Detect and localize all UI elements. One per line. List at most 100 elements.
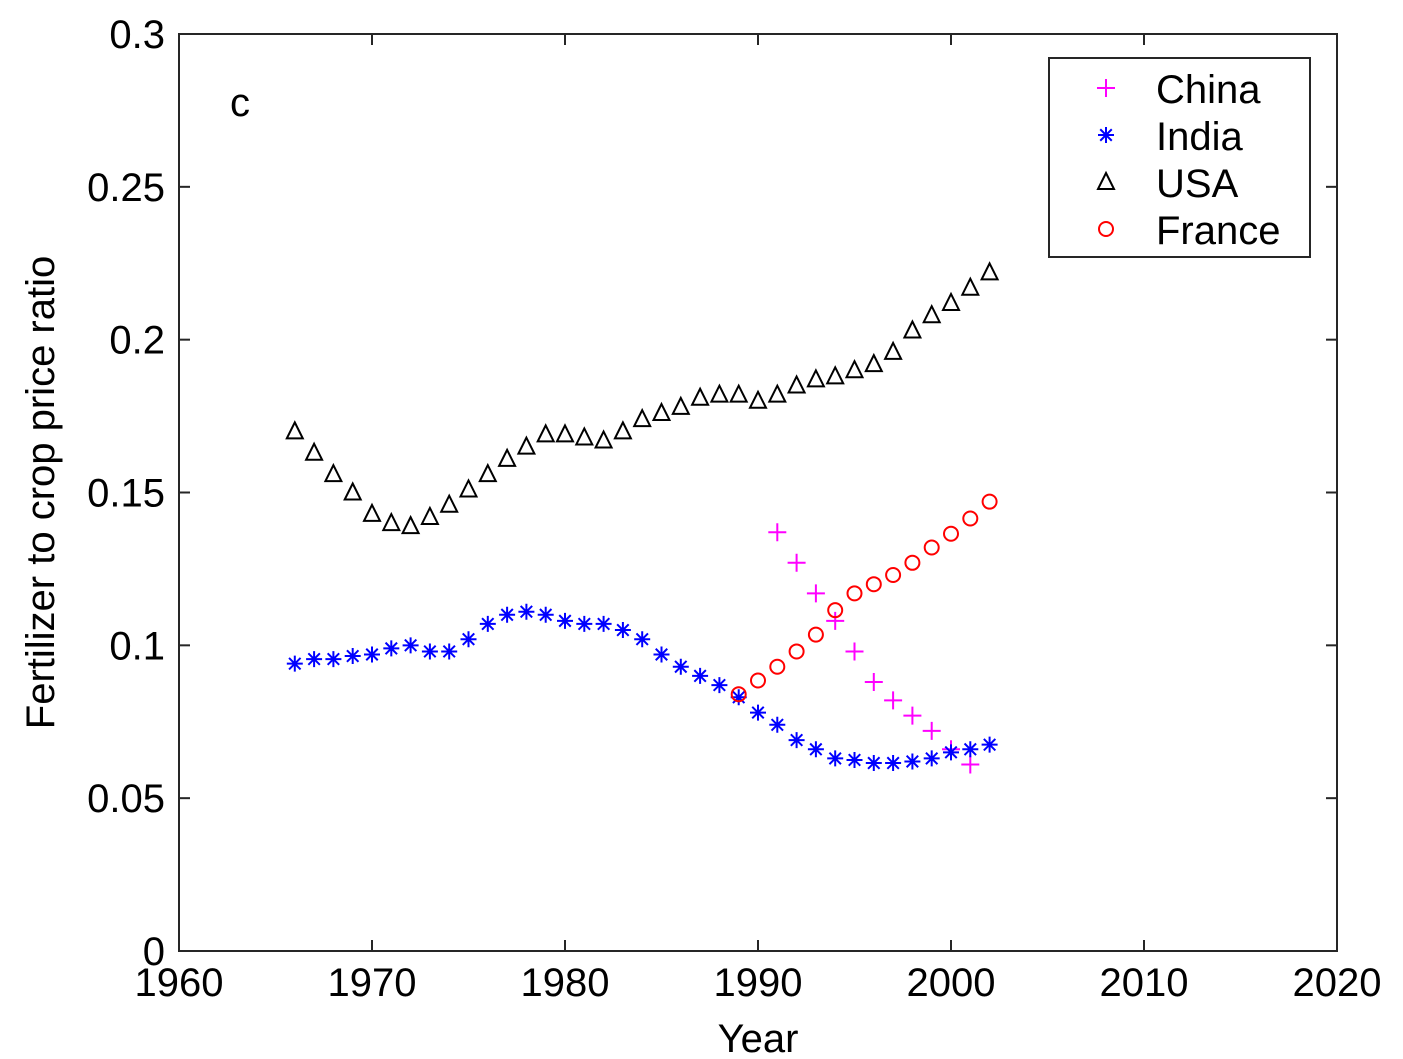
data-point-india [769,716,786,733]
x-tick-label: 1980 [521,961,610,1005]
data-point-china [806,584,825,603]
data-point-usa [478,462,498,483]
data-point-usa [864,352,884,373]
data-point-china [903,706,922,725]
x-tick-label: 1970 [328,961,417,1005]
data-point-france [962,510,979,527]
data-point-usa [709,383,730,403]
data-point-france [904,554,921,571]
legend-marker-india [1098,127,1114,143]
data-point-usa [960,276,980,296]
x-tick-label: 2020 [1293,961,1382,1005]
legend-label: USA [1156,162,1239,206]
y-tick-label: 0.2 [109,319,165,363]
x-tick-label: 1990 [714,961,803,1005]
data-point-usa [497,447,517,467]
data-point-usa [439,493,459,513]
data-point-usa [516,435,537,455]
data-point-india [981,736,998,753]
data-point-india [692,667,709,684]
data-point-india [306,651,323,668]
data-point-india [344,648,361,665]
data-point-usa [690,386,710,406]
panel-label: c [230,81,250,125]
data-point-france [923,539,940,556]
data-point-india [865,755,882,772]
data-point-india [634,631,651,648]
data-point-india [730,689,747,706]
legend-marker-usa [1096,170,1116,190]
data-point-india [479,615,496,632]
data-point-france [885,567,902,584]
data-point-india [364,646,380,663]
legend-item-china: China [1097,68,1261,112]
data-point-india [286,655,303,672]
data-point-usa [979,261,1000,281]
series-france [730,493,998,703]
data-point-france [827,602,844,619]
data-point-china [787,553,806,572]
data-point-usa [574,426,594,446]
data-point-usa [651,401,672,422]
data-point-india [595,615,612,632]
data-point-usa [729,383,749,403]
legend-marker-france [1098,221,1114,237]
data-point-usa [902,319,923,339]
data-point-usa [883,340,903,360]
data-point-france [788,643,805,660]
data-point-china [864,673,883,692]
data-point-france [981,493,998,510]
data-point-india [614,622,631,639]
legend-item-india: India [1098,115,1243,159]
data-point-usa [420,505,440,525]
data-point-france [807,626,824,643]
legend-label: India [1156,115,1243,159]
data-point-usa [536,423,556,443]
legend-marker-china [1097,79,1115,97]
x-tick-label: 2010 [1100,961,1189,1005]
legend-item-france: France [1098,209,1281,253]
legend-label: China [1156,68,1261,112]
data-point-china [845,642,864,661]
data-point-usa [806,368,826,388]
data-point-india [518,603,535,620]
data-point-france [730,686,747,703]
data-point-usa [767,383,787,403]
data-point-india [499,606,516,623]
series-usa [285,261,1000,535]
data-point-india [750,704,766,721]
data-point-usa [381,511,401,532]
y-tick-label: 0.15 [87,472,165,516]
axes-layer: 1960 1970 1980 1990 2000 2010 2020 0 0.05 0.1 0.15… [87,13,1381,1005]
y-tick-label: 0.05 [87,777,165,821]
data-point-usa [400,514,421,535]
x-tick-label: 1960 [135,961,224,1005]
data-point-india [846,751,863,768]
data-point-usa [922,303,942,324]
data-point-india [923,750,940,767]
y-tick-label: 0.25 [87,166,165,210]
data-point-china [922,721,941,740]
data-point-usa [555,423,575,443]
data-layer [285,261,1000,774]
data-point-usa [304,441,324,461]
data-point-usa [671,395,691,415]
data-point-india [460,631,477,648]
legend-label: France [1156,209,1281,253]
data-point-india [711,677,728,694]
data-point-france [943,525,959,542]
x-tick-label: 2000 [907,961,996,1005]
data-point-india [827,750,844,767]
legend-item-usa: USA [1096,162,1239,206]
data-point-china [826,611,845,630]
legend-box [1048,57,1311,258]
data-point-india [885,755,902,772]
data-point-usa [613,420,633,440]
y-tick-label: 0.1 [109,624,165,668]
data-point-india [325,651,342,668]
data-point-usa [748,389,768,409]
data-point-india [904,753,921,770]
data-point-india [807,741,824,758]
